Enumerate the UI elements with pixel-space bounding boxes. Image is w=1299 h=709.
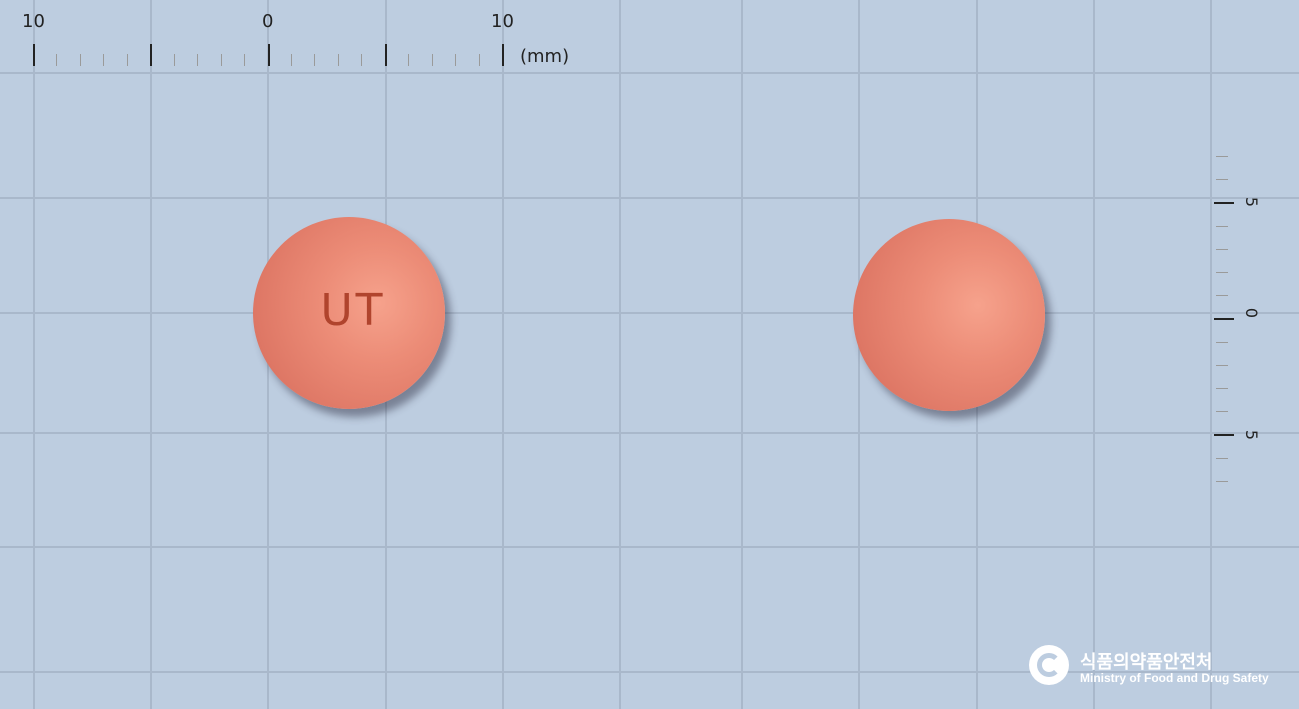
ruler-label: 10 (22, 11, 45, 32)
ruler-major-tick (150, 44, 153, 66)
grid-line (0, 671, 1299, 673)
ruler-minor-tick (56, 54, 58, 66)
tablet-front: UT (253, 217, 445, 409)
ruler-minor-tick (1216, 225, 1228, 227)
ruler-minor-tick (244, 54, 246, 66)
grid-line (0, 546, 1299, 548)
grid-line (150, 0, 152, 709)
ruler-label: 0 (1242, 307, 1261, 319)
ruler-minor-tick (1216, 480, 1228, 482)
grid-line (33, 0, 35, 709)
ruler-minor-tick (1216, 295, 1228, 297)
ruler-label: 10 (491, 11, 514, 32)
ruler-minor-tick (1216, 248, 1228, 250)
ruler-minor-tick (1216, 457, 1228, 459)
ruler-label: 5 (1242, 196, 1261, 208)
watermark-english: Ministry of Food and Drug Safety (1080, 671, 1269, 685)
grid-line (0, 312, 1299, 314)
ruler-minor-tick (1216, 179, 1228, 181)
grid-line (741, 0, 743, 709)
ruler-minor-tick (478, 54, 480, 66)
government-emblem-icon (1029, 645, 1069, 685)
grid-line (1093, 0, 1095, 709)
grid-line (0, 72, 1299, 74)
ruler-minor-tick (1216, 156, 1228, 157)
ruler-minor-tick (408, 54, 410, 66)
ruler-major-tick (1214, 318, 1234, 321)
ruler-major-tick (267, 44, 270, 66)
ruler-minor-tick (173, 54, 175, 66)
tablet-imprint: UT (320, 285, 386, 336)
ruler-major-tick (1214, 434, 1234, 437)
ruler-minor-tick (220, 54, 222, 66)
grid-line (0, 197, 1299, 199)
ruler-minor-tick (431, 54, 433, 66)
ruler-minor-tick (1216, 411, 1228, 413)
grid-line (858, 0, 860, 709)
ruler-minor-tick (79, 54, 81, 66)
ruler-minor-tick (1216, 364, 1228, 366)
ruler-major-tick (33, 44, 35, 66)
grid-line (502, 0, 504, 709)
grid-line (619, 0, 621, 709)
ruler-minor-tick (314, 54, 316, 66)
watermark-korean: 식품의약품안전처 (1080, 652, 1213, 673)
ruler-minor-tick (455, 54, 457, 66)
ruler-minor-tick (103, 54, 105, 66)
grid-line (1210, 0, 1212, 709)
ruler-minor-tick (197, 54, 199, 66)
ruler-major-tick (1214, 202, 1234, 205)
grid-line (0, 432, 1299, 434)
ruler-minor-tick (1216, 272, 1228, 273)
ruler-minor-tick (1216, 341, 1228, 343)
ruler-label: 5 (1242, 429, 1261, 441)
ruler-minor-tick (361, 54, 363, 66)
ruler-label: 0 (262, 11, 274, 32)
ruler-minor-tick (126, 54, 128, 66)
tablet-back (853, 219, 1045, 411)
ruler-major-tick (502, 44, 504, 66)
ruler-major-tick (384, 44, 387, 66)
ruler-minor-tick (337, 54, 339, 66)
ruler-minor-tick (290, 54, 292, 66)
ruler-minor-tick (1216, 388, 1228, 389)
ruler-unit: (mm) (520, 46, 570, 67)
